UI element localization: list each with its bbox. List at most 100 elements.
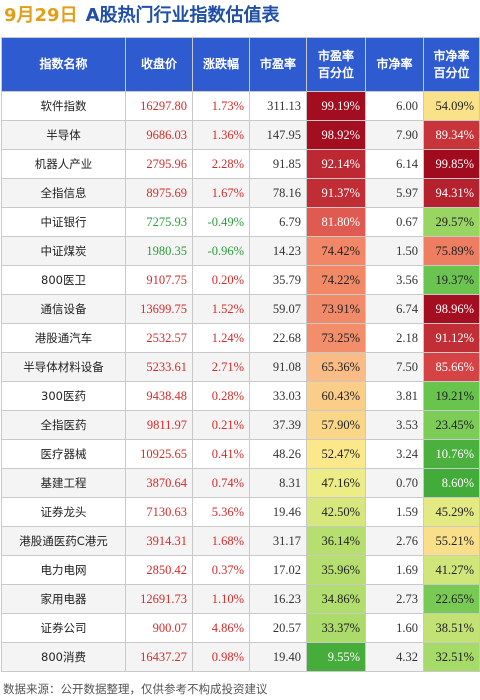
- table-body: 软件指数 16297.80 1.73% 311.13 99.19% 6.00 54.09% 半…: [1, 91, 480, 672]
- cell-close-price: 3870.64: [125, 468, 193, 498]
- table-row: 证券龙头 7130.63 5.36% 19.46 42.50% 1.59 45.29%: [1, 497, 480, 527]
- cell-pb-percentile: 38.51%: [423, 613, 480, 643]
- cell-pb: 2.76: [365, 526, 424, 556]
- cell-index-name: 基建工程: [1, 468, 126, 498]
- cell-change: 1.68%: [192, 526, 250, 556]
- header-pe: 市盈率: [249, 37, 307, 92]
- cell-pe-percentile: 52.47%: [306, 439, 366, 469]
- cell-close-price: 2795.96: [125, 149, 193, 179]
- cell-pb: 3.24: [365, 439, 424, 469]
- cell-index-name: 中证煤炭: [1, 236, 126, 266]
- cell-pb: 0.67: [365, 207, 424, 237]
- title-text: A股热门行业指数估值表: [85, 5, 280, 26]
- cell-pb: 6.14: [365, 149, 424, 179]
- table-row: 医疗器械 10925.65 0.41% 48.26 52.47% 3.24 10.76%: [1, 439, 480, 469]
- cell-pb-percentile: 22.65%: [423, 584, 480, 614]
- cell-pe: 78.16: [249, 178, 307, 208]
- cell-index-name: 300医药: [1, 381, 126, 411]
- cell-close-price: 2850.42: [125, 555, 193, 585]
- cell-pe: 147.95: [249, 120, 307, 150]
- table-row: 港股通汽车 2532.57 1.24% 22.68 73.25% 2.18 91.12%: [1, 323, 480, 353]
- table-row: 软件指数 16297.80 1.73% 311.13 99.19% 6.00 54.09%: [1, 91, 480, 121]
- table-row: 全指信息 8975.69 1.67% 78.16 91.37% 5.97 94.31%: [1, 178, 480, 208]
- cell-pe-percentile: 60.43%: [306, 381, 366, 411]
- cell-pe: 6.79: [249, 207, 307, 237]
- cell-pb: 7.90: [365, 120, 424, 150]
- cell-pe: 59.07: [249, 294, 307, 324]
- header-pe-percentile-line1: 市盈率: [317, 48, 354, 63]
- cell-pb-percentile: 10.76%: [423, 439, 480, 469]
- cell-pe-percentile: 98.92%: [306, 120, 366, 150]
- cell-pe-percentile: 36.14%: [306, 526, 366, 556]
- cell-pb-percentile: 55.21%: [423, 526, 480, 556]
- cell-pb: 3.81: [365, 381, 424, 411]
- table-row: 机器人产业 2795.96 2.28% 91.85 92.14% 6.14 99.85%: [1, 149, 480, 179]
- cell-pe: 16.23: [249, 584, 307, 614]
- cell-pb: 1.59: [365, 497, 424, 527]
- header-pe-percentile-line2: 百分位: [317, 65, 354, 80]
- cell-pb-percentile: 94.31%: [423, 178, 480, 208]
- cell-change: -0.49%: [192, 207, 250, 237]
- cell-change: 2.28%: [192, 149, 250, 179]
- header-pb-percentile-line2: 百分位: [433, 65, 470, 80]
- table-row: 通信设备 13699.75 1.52% 59.07 73.91% 6.74 98.96%: [1, 294, 480, 324]
- cell-pb-percentile: 45.29%: [423, 497, 480, 527]
- cell-close-price: 13699.75: [125, 294, 193, 324]
- cell-change: 5.36%: [192, 497, 250, 527]
- cell-index-name: 家用电器: [1, 584, 126, 614]
- cell-pe: 31.17: [249, 526, 307, 556]
- source-note: 数据来源：公开数据整理，仅供参考不构成投资建议: [3, 682, 268, 696]
- valuation-table: 指数名称 收盘价 涨跌幅 市盈率 市盈率 百分位 市净率 市净率 百分位 软件指数 1…: [1, 37, 480, 672]
- cell-pe-percentile: 57.90%: [306, 410, 366, 440]
- cell-pb: 3.53: [365, 410, 424, 440]
- cell-pe: 20.57: [249, 613, 307, 643]
- cell-change: 1.10%: [192, 584, 250, 614]
- cell-pe-percentile: 74.42%: [306, 236, 366, 266]
- cell-change: 0.21%: [192, 410, 250, 440]
- cell-pe-percentile: 99.19%: [306, 91, 366, 121]
- cell-pb: 2.18: [365, 323, 424, 353]
- cell-pb: 6.00: [365, 91, 424, 121]
- cell-index-name: 港股通医药C港元: [1, 526, 126, 556]
- cell-index-name: 电力电网: [1, 555, 126, 585]
- cell-index-name: 机器人产业: [1, 149, 126, 179]
- cell-index-name: 中证银行: [1, 207, 126, 237]
- cell-index-name: 800消费: [1, 642, 126, 672]
- table-row: 中证银行 7275.93 -0.49% 6.79 81.80% 0.67 29.57%: [1, 207, 480, 237]
- cell-pe-percentile: 65.36%: [306, 352, 366, 382]
- cell-change: 2.71%: [192, 352, 250, 382]
- cell-pe-percentile: 81.80%: [306, 207, 366, 237]
- cell-pe: 35.79: [249, 265, 307, 295]
- cell-close-price: 16297.80: [125, 91, 193, 121]
- cell-change: 0.37%: [192, 555, 250, 585]
- cell-close-price: 2532.57: [125, 323, 193, 353]
- cell-pb-percentile: 29.57%: [423, 207, 480, 237]
- cell-close-price: 9438.48: [125, 381, 193, 411]
- cell-close-price: 8975.69: [125, 178, 193, 208]
- cell-close-price: 9107.75: [125, 265, 193, 295]
- table-row: 中证煤炭 1980.35 -0.96% 14.23 74.42% 1.50 75.89%: [1, 236, 480, 266]
- table-row: 家用电器 12691.73 1.10% 16.23 34.86% 2.73 22.65%: [1, 584, 480, 614]
- cell-pb: 5.97: [365, 178, 424, 208]
- cell-pe: 17.02: [249, 555, 307, 585]
- cell-change: 0.74%: [192, 468, 250, 498]
- cell-pe: 19.40: [249, 642, 307, 672]
- table-row: 800医卫 9107.75 0.20% 35.79 74.22% 3.56 19.37%: [1, 265, 480, 295]
- cell-index-name: 半导体: [1, 120, 126, 150]
- cell-pe-percentile: 42.50%: [306, 497, 366, 527]
- header-pb-percentile-line1: 市净率: [433, 48, 470, 63]
- cell-close-price: 12691.73: [125, 584, 193, 614]
- cell-index-name: 港股通汽车: [1, 323, 126, 353]
- header-close-price: 收盘价: [125, 37, 193, 92]
- cell-pb-percentile: 32.51%: [423, 642, 480, 672]
- cell-pe-percentile: 73.25%: [306, 323, 366, 353]
- cell-pe: 91.85: [249, 149, 307, 179]
- header-pb-percentile: 市净率 百分位: [423, 37, 480, 92]
- cell-pe-percentile: 47.16%: [306, 468, 366, 498]
- table-row: 半导体材料设备 5233.61 2.71% 91.08 65.36% 7.50 85.66%: [1, 352, 480, 382]
- cell-index-name: 半导体材料设备: [1, 352, 126, 382]
- cell-index-name: 通信设备: [1, 294, 126, 324]
- cell-pb: 7.50: [365, 352, 424, 382]
- cell-close-price: 7275.93: [125, 207, 193, 237]
- cell-close-price: 9686.03: [125, 120, 193, 150]
